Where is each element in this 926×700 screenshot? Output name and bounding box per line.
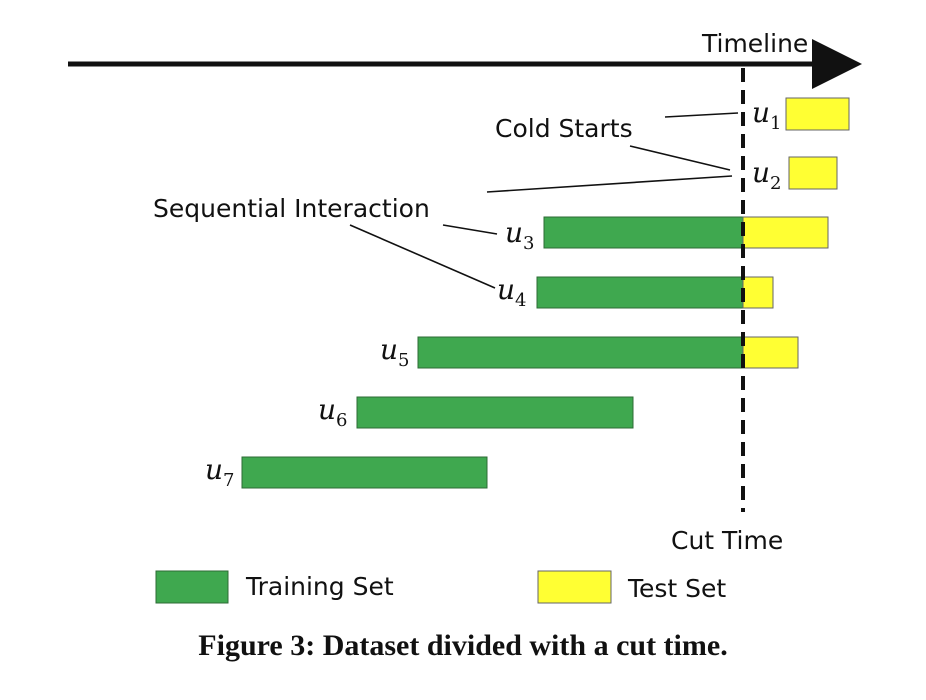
user-letter: u bbox=[752, 96, 770, 129]
train-bar bbox=[417, 336, 744, 369]
legend-label: Test Set bbox=[627, 574, 726, 603]
annotation: Sequential Interaction bbox=[153, 194, 430, 223]
leader-line bbox=[442, 224, 498, 235]
user-letter: u bbox=[380, 333, 398, 366]
legend-swatch bbox=[155, 570, 229, 604]
cut-time-label: Cut Time bbox=[671, 526, 783, 555]
train-bar bbox=[241, 456, 488, 489]
user-label: u1 bbox=[752, 96, 782, 134]
user-subscript: 3 bbox=[523, 233, 534, 254]
test-bar bbox=[785, 97, 850, 131]
user-subscript: 6 bbox=[336, 410, 347, 431]
user-subscript: 4 bbox=[515, 290, 526, 311]
annotation: Cold Starts bbox=[495, 114, 633, 143]
user-letter: u bbox=[205, 453, 223, 486]
user-letter: u bbox=[497, 273, 515, 306]
user-subscript: 5 bbox=[398, 350, 409, 371]
test-bar bbox=[742, 276, 774, 309]
user-label: u5 bbox=[380, 333, 410, 371]
train-bar bbox=[356, 396, 634, 429]
user-label: u3 bbox=[505, 216, 535, 254]
legend-label: Training Set bbox=[245, 572, 394, 601]
user-letter: u bbox=[752, 156, 770, 189]
timeline-label: Timeline bbox=[701, 29, 808, 58]
user-subscript: 1 bbox=[770, 113, 781, 134]
user-letter: u bbox=[505, 216, 523, 249]
user-label: u6 bbox=[318, 393, 348, 431]
test-bar bbox=[742, 216, 829, 249]
test-bar bbox=[788, 156, 838, 190]
user-letter: u bbox=[318, 393, 336, 426]
train-bar bbox=[543, 216, 744, 249]
leader-line bbox=[349, 224, 496, 289]
user-label: u7 bbox=[205, 453, 235, 491]
legend-swatch bbox=[537, 570, 612, 604]
train-bar bbox=[536, 276, 744, 309]
user-subscript: 7 bbox=[223, 470, 234, 491]
leader-line bbox=[486, 175, 733, 193]
leader-line bbox=[664, 112, 739, 118]
user-label: u4 bbox=[497, 273, 527, 311]
user-label: u2 bbox=[752, 156, 782, 194]
leader-line bbox=[629, 145, 731, 171]
caption: Figure 3: Dataset divided with a cut tim… bbox=[198, 629, 727, 662]
test-bar bbox=[742, 336, 799, 369]
user-subscript: 2 bbox=[770, 173, 781, 194]
